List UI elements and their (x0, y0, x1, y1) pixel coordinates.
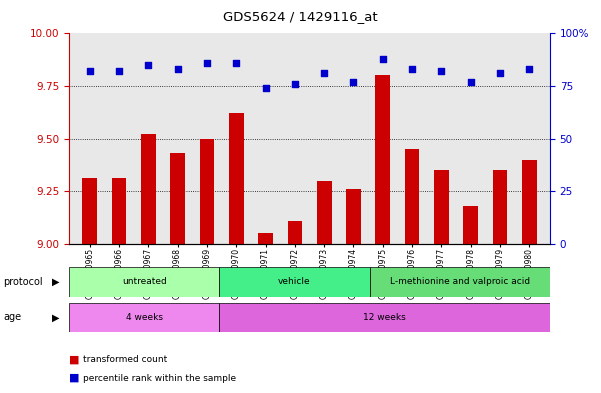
Bar (463, 206, 478, 244)
Text: GDS5624 / 1429116_at: GDS5624 / 1429116_at (223, 10, 378, 23)
Bar (219, 303, 550, 332)
Text: ■: ■ (69, 354, 79, 365)
Text: untreated: untreated (122, 277, 166, 286)
Bar (370, 267, 550, 297)
Text: L-methionine and valproic acid: L-methionine and valproic acid (389, 277, 530, 286)
Bar (376, 75, 390, 244)
Point (114, 68, 124, 74)
Bar (317, 180, 332, 244)
Bar (141, 134, 156, 244)
Text: protocol: protocol (3, 277, 43, 287)
Point (495, 70, 505, 77)
Text: 12 weeks: 12 weeks (363, 313, 406, 322)
Bar (112, 178, 126, 244)
Bar (219, 267, 370, 297)
Bar (200, 138, 214, 244)
Bar (522, 160, 537, 244)
Point (525, 66, 534, 72)
Bar (69, 303, 219, 332)
Point (466, 79, 475, 85)
Point (85, 68, 94, 74)
Bar (346, 189, 361, 244)
Point (290, 81, 300, 87)
Bar (434, 170, 449, 244)
Text: ▶: ▶ (52, 312, 59, 322)
Bar (170, 153, 185, 244)
Point (407, 66, 417, 72)
Text: age: age (3, 312, 21, 322)
Bar (493, 170, 507, 244)
Point (202, 60, 212, 66)
Point (378, 55, 388, 62)
Point (349, 79, 358, 85)
Bar (258, 233, 273, 244)
Point (437, 68, 447, 74)
Bar (229, 113, 243, 244)
Point (261, 85, 270, 91)
Point (172, 66, 182, 72)
Text: vehicle: vehicle (278, 277, 311, 286)
Text: ▶: ▶ (52, 277, 59, 287)
Text: transformed count: transformed count (83, 355, 167, 364)
Bar (69, 267, 219, 297)
Text: 4 weeks: 4 weeks (126, 313, 163, 322)
Bar (287, 220, 302, 244)
Point (231, 60, 241, 66)
Point (319, 70, 329, 77)
Bar (82, 178, 97, 244)
Text: percentile rank within the sample: percentile rank within the sample (83, 374, 236, 382)
Bar (405, 149, 419, 244)
Text: ■: ■ (69, 373, 79, 383)
Point (144, 62, 153, 68)
